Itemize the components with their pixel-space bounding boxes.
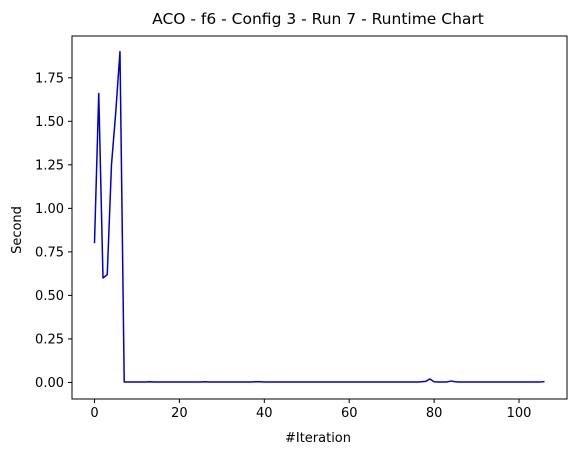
y-axis-label: Second xyxy=(10,206,25,254)
y-tick-label: 1.75 xyxy=(35,71,64,86)
x-tick-label: 100 xyxy=(507,406,532,421)
chart-title: ACO - f6 - Config 3 - Run 7 - Runtime Ch… xyxy=(152,10,484,28)
runtime-series-line xyxy=(93,50,545,383)
y-tick-label: 0.75 xyxy=(35,245,64,260)
x-tick-label: 40 xyxy=(256,406,273,421)
y-tick-label: 1.50 xyxy=(35,115,64,130)
y-tick-label: 0.00 xyxy=(35,376,64,391)
x-axis-ticks: 0 20 40 60 80 100 xyxy=(90,399,531,421)
x-axis-label: #Iteration xyxy=(285,431,351,446)
y-tick-label: 0.25 xyxy=(35,332,64,347)
x-tick-label: 0 xyxy=(90,406,98,421)
y-axis-ticks: 0.00 0.25 0.50 0.75 1.00 1.25 1.50 1.75 xyxy=(35,71,72,391)
y-tick-label: 0.50 xyxy=(35,289,64,304)
x-tick-label: 20 xyxy=(171,406,188,421)
x-tick-label: 60 xyxy=(341,406,358,421)
plot-frame xyxy=(71,35,568,400)
y-tick-label: 1.25 xyxy=(35,158,64,173)
y-tick-label: 1.00 xyxy=(35,202,64,217)
series-layer xyxy=(93,50,545,383)
plot-area: 0 20 40 60 80 100 0.00 0.25 0.50 0.75 1.00 1.25 1.5… xyxy=(35,35,568,421)
x-tick-label: 80 xyxy=(426,406,443,421)
